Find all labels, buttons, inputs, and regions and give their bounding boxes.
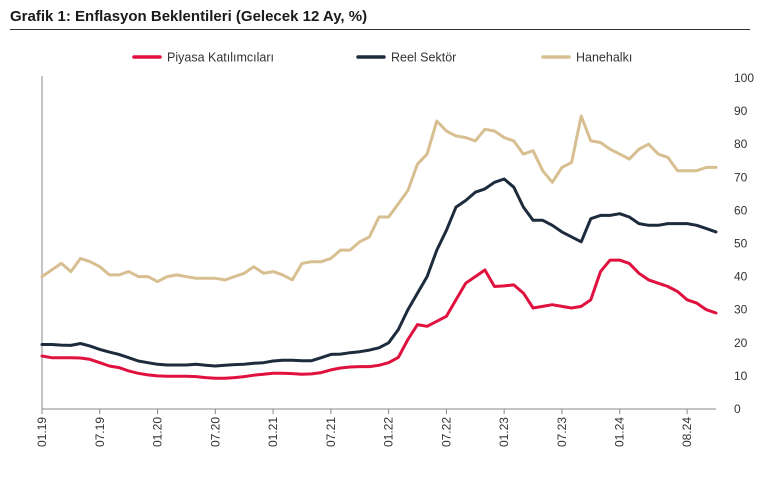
- x-tick-label: 07.21: [324, 417, 338, 447]
- x-tick-label: 01.19: [35, 417, 49, 447]
- x-tick-label: 07.19: [93, 417, 107, 447]
- y-tick-label: 90: [734, 104, 748, 118]
- legend: Piyasa Katılımcıları Reel Sektör Hanehalkı: [132, 51, 632, 65]
- series-line-1: [40, 258, 718, 380]
- axes: 0 10 20 30 40 50 60 70 80 90 100 01.19 07.19 01.20 07.…: [35, 71, 754, 447]
- series-lines: [40, 114, 718, 380]
- y-tick-label: 40: [734, 270, 748, 284]
- title-divider: [10, 29, 750, 30]
- x-tick-label: 01.22: [382, 417, 396, 447]
- legend-label-3: Hanehalkı: [576, 51, 632, 65]
- x-tick-label: 01.23: [497, 417, 511, 447]
- y-tick-label: 70: [734, 170, 748, 184]
- x-tick-label: 01.20: [151, 417, 165, 447]
- x-tick-label: 07.23: [555, 417, 569, 447]
- y-tick-label: 100: [734, 71, 754, 85]
- y-tick-label: 20: [734, 336, 748, 350]
- x-tick-label: 08.24: [680, 417, 694, 447]
- x-tick-label: 07.22: [439, 417, 453, 447]
- chart-title: Grafik 1: Enflasyon Beklentileri (Gelece…: [10, 8, 368, 25]
- series-line-3: [40, 114, 718, 284]
- series-line-2: [40, 177, 718, 368]
- x-tick-label: 01.21: [266, 417, 280, 447]
- y-tick-label: 60: [734, 203, 748, 217]
- x-tick-label: 01.24: [613, 417, 627, 447]
- legend-label-2: Reel Sektör: [391, 51, 456, 65]
- y-tick-label: 50: [734, 237, 748, 251]
- legend-label-1: Piyasa Katılımcıları: [167, 51, 274, 65]
- y-tick-label: 0: [734, 402, 741, 416]
- y-tick-label: 10: [734, 369, 748, 383]
- y-tick-label: 30: [734, 303, 748, 317]
- y-tick-label: 80: [734, 137, 748, 151]
- x-tick-label: 07.20: [208, 417, 222, 447]
